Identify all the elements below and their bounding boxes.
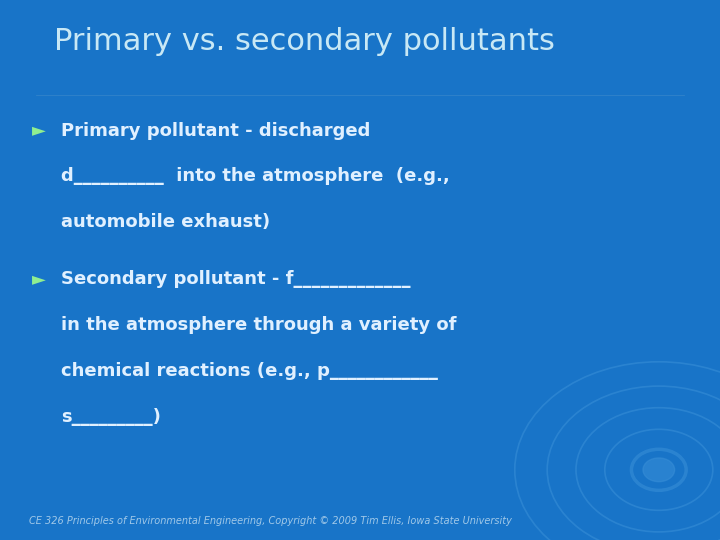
Text: in the atmosphere through a variety of: in the atmosphere through a variety of <box>61 316 456 334</box>
Text: ►: ► <box>32 122 46 139</box>
Text: Primary vs. secondary pollutants: Primary vs. secondary pollutants <box>54 27 555 56</box>
Text: d__________  into the atmosphere  (e.g.,: d__________ into the atmosphere (e.g., <box>61 167 450 185</box>
Text: Primary pollutant - discharged: Primary pollutant - discharged <box>61 122 371 139</box>
Text: CE 326 Principles of Environmental Engineering, Copyright © 2009 Tim Ellis, Iowa: CE 326 Principles of Environmental Engin… <box>29 516 512 526</box>
Text: automobile exhaust): automobile exhaust) <box>61 213 270 231</box>
Circle shape <box>643 458 675 482</box>
Text: s_________): s_________) <box>61 408 161 426</box>
Text: Secondary pollutant - f_____________: Secondary pollutant - f_____________ <box>61 270 410 288</box>
Text: ►: ► <box>32 270 46 288</box>
Text: chemical reactions (e.g., p____________: chemical reactions (e.g., p____________ <box>61 362 438 380</box>
